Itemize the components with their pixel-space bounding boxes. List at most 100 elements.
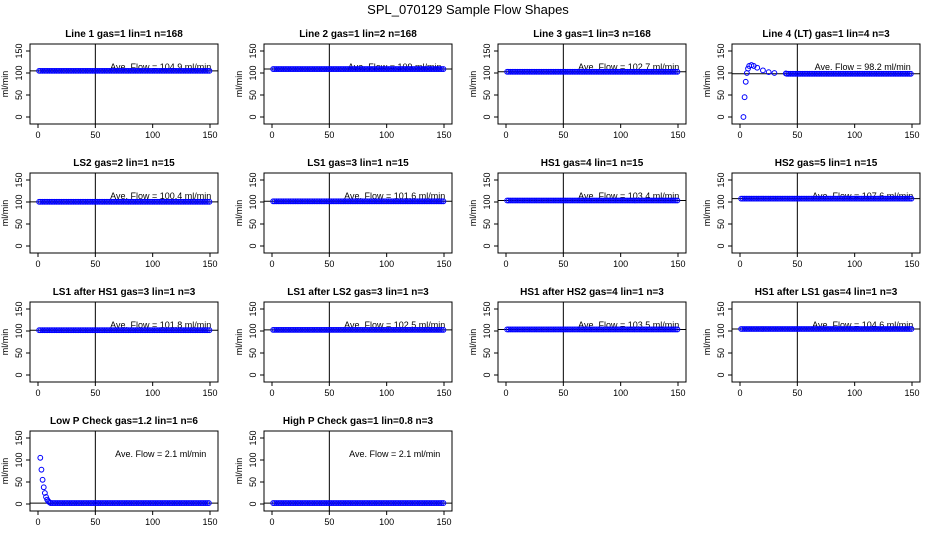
y-tick-label: 100: [248, 452, 258, 467]
data-point: [437, 198, 443, 205]
y-tick-label: 0: [248, 114, 258, 119]
data-point: [41, 490, 48, 496]
data-point: [206, 198, 213, 205]
x-tick-label: 150: [436, 388, 451, 398]
y-tick-label: 0: [716, 114, 726, 119]
data-point: [674, 197, 681, 204]
data-point: [765, 69, 772, 76]
y-tick-label: 0: [482, 372, 492, 377]
data-point: [905, 195, 911, 202]
x-tick-label: 0: [737, 259, 742, 269]
y-tick-label: 0: [14, 114, 24, 119]
plot-frame: [497, 43, 687, 125]
x-tick-label: 0: [35, 259, 40, 269]
data-point: [438, 327, 445, 333]
x-tick-label: 50: [792, 130, 802, 140]
y-tick-label: 150: [482, 43, 492, 58]
x-tick-label: 0: [35, 517, 40, 527]
y-tick-label: 50: [14, 219, 24, 229]
x-tick-label: 50: [558, 388, 568, 398]
x-tick-label: 150: [202, 130, 217, 140]
y-tick-label: 50: [482, 90, 492, 100]
average-flow-annotation: Ave. Flow = 104.9 ml/min: [110, 62, 211, 72]
x-tick-label: 50: [324, 259, 334, 269]
data-point: [206, 67, 213, 74]
x-tick-label: 150: [904, 259, 919, 269]
x-tick-label: 50: [324, 517, 334, 527]
plot-frame: [263, 172, 453, 254]
y-tick-label: 0: [482, 114, 492, 119]
data-point: [40, 484, 47, 491]
y-axis-label: ml/min: [0, 458, 10, 485]
y-axis-label: ml/min: [0, 71, 10, 98]
x-tick-label: 100: [379, 259, 394, 269]
x-tick-label: 0: [269, 388, 274, 398]
x-tick-label: 100: [145, 517, 160, 527]
y-tick-label: 100: [482, 194, 492, 209]
y-tick-label: 50: [482, 219, 492, 229]
y-tick-label: 0: [482, 243, 492, 248]
plot-frame: [29, 43, 219, 125]
plot-frame: [731, 172, 921, 254]
y-tick-label: 100: [716, 194, 726, 209]
y-axis-label: ml/min: [702, 200, 712, 227]
y-tick-label: 150: [14, 301, 24, 316]
y-tick-label: 150: [716, 172, 726, 187]
data-point: [43, 494, 49, 500]
x-tick-label: 150: [202, 259, 217, 269]
x-tick-label: 0: [503, 259, 508, 269]
panel-4: Line 4 (LT) gas=1 lin=4 n=3 0 50 100 150 0 50 1…: [702, 29, 921, 140]
data-point: [440, 327, 447, 333]
panel-2: Line 2 gas=1 lin=2 n=168 0 50 100 150 0 50 100 1…: [234, 29, 453, 140]
data-point: [908, 195, 915, 202]
y-tick-label: 50: [14, 477, 24, 487]
average-flow-annotation: Ave. Flow = 103.5 ml/min: [578, 320, 679, 330]
panel-13: Low P Check gas=1.2 lin=1 n=6 0 50 100 150 0 5…: [0, 416, 219, 527]
x-tick-label: 50: [90, 517, 100, 527]
y-tick-label: 0: [14, 501, 24, 506]
y-tick-label: 150: [482, 172, 492, 187]
x-tick-label: 50: [792, 388, 802, 398]
y-axis-label: ml/min: [468, 71, 478, 98]
data-point: [672, 68, 679, 75]
data-point: [37, 454, 44, 461]
data-point: [745, 65, 751, 72]
data-point: [906, 70, 913, 77]
y-tick-label: 150: [14, 430, 24, 445]
data-point: [440, 198, 447, 205]
y-tick-label: 50: [14, 90, 24, 100]
x-tick-label: 100: [145, 388, 160, 398]
x-tick-label: 100: [847, 388, 862, 398]
x-tick-label: 50: [324, 130, 334, 140]
x-tick-label: 150: [904, 130, 919, 140]
plot-frame: [497, 301, 687, 383]
x-tick-label: 50: [90, 130, 100, 140]
panel-title: Low P Check gas=1.2 lin=1 n=6: [50, 416, 198, 427]
y-tick-label: 50: [248, 477, 258, 487]
plot-frame: [29, 301, 219, 383]
x-tick-label: 50: [792, 259, 802, 269]
data-point: [672, 326, 679, 333]
y-axis-label: ml/min: [234, 71, 244, 98]
y-tick-label: 150: [248, 43, 258, 58]
data-point: [437, 500, 443, 506]
average-flow-annotation: Ave. Flow = 104.6 ml/min: [812, 320, 913, 330]
data-point: [204, 327, 211, 334]
y-tick-label: 50: [248, 219, 258, 229]
data-point: [39, 476, 46, 483]
data-point: [906, 326, 913, 332]
y-tick-label: 150: [716, 301, 726, 316]
x-tick-label: 0: [269, 259, 274, 269]
x-tick-label: 100: [613, 259, 628, 269]
data-point: [203, 327, 209, 334]
panel-12: HS1 after LS1 gas=4 lin=1 n=3 0 50 100 150 0 5…: [702, 287, 921, 398]
x-tick-label: 100: [379, 517, 394, 527]
data-point: [674, 68, 681, 75]
y-tick-label: 150: [482, 301, 492, 316]
data-point: [908, 326, 915, 332]
average-flow-annotation: Ave. Flow = 101.6 ml/min: [344, 191, 445, 201]
panel-6: LS1 gas=3 lin=1 n=15 0 50 100 150 0 50 100 150 ml…: [234, 158, 453, 269]
x-tick-label: 0: [503, 388, 508, 398]
data-point: [906, 195, 913, 202]
